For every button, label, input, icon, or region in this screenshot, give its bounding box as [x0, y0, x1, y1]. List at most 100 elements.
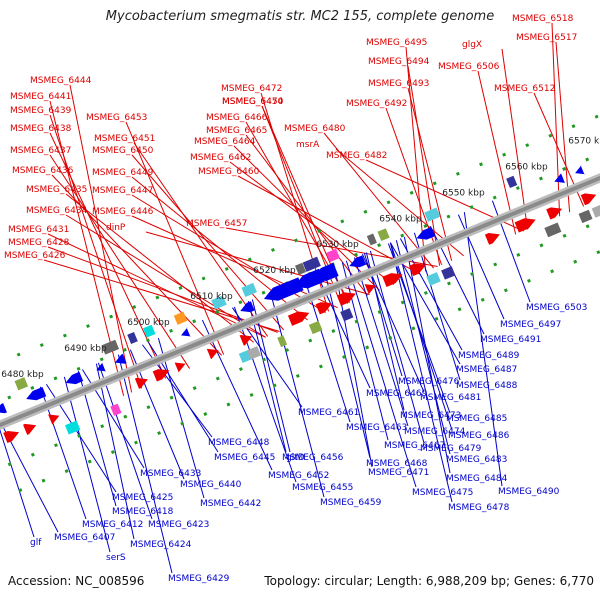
kbp-tick-label: 6500 kbp: [127, 318, 170, 328]
reverse-leader-line: [341, 262, 389, 441]
forward-gene-0: [3, 430, 20, 444]
forward-gene-label: MSMEG_6464: [194, 137, 256, 147]
forward-gene-label: MSMEG_6441: [10, 92, 71, 102]
reverse-leader-line: [201, 319, 273, 471]
reverse-gene-label: serS: [106, 553, 126, 563]
forward-gene-label: MSMEG_6444: [30, 76, 92, 86]
reverse-gene-9: [416, 226, 436, 240]
forward-leader-line: [131, 215, 338, 309]
kbp-tick-label: 6530 kbp: [316, 240, 359, 250]
reverse-gene-label: gltD: [286, 453, 305, 463]
forward-gene-2: [48, 414, 60, 425]
feature-block-15: [302, 256, 321, 272]
feature-block-3: [173, 311, 188, 325]
forward-leader-line: [49, 154, 191, 369]
reverse-gene-label: MSMEG_6481: [420, 393, 481, 403]
reverse-gene-10: [554, 173, 565, 183]
feature-block-20: [326, 248, 340, 263]
forward-gene-label: MSMEG_6450: [92, 146, 154, 156]
reverse-gene-label: MSMEG_6424: [130, 540, 192, 550]
kbp-tick-label: 6510 kbp: [190, 292, 233, 302]
reverse-gene-label: MSMEG_6412: [82, 520, 143, 530]
forward-leader-line: [125, 121, 225, 355]
genome-title: Mycobacterium smegmatis str. MC2 155, co…: [105, 9, 495, 24]
reverse-gene-label: MSMEG_6474: [404, 427, 466, 437]
forward-gene-label: MSMEG_6454: [222, 97, 284, 107]
feature-block-13: [211, 295, 227, 310]
reverse-gene-8: [349, 255, 367, 268]
forward-gene-label: MSMEG_6518: [512, 14, 574, 24]
forward-gene-3: [134, 377, 148, 389]
reverse-gene-label: MSMEG_6487: [456, 365, 517, 375]
reverse-gene-label: MSMEG_6468: [366, 459, 428, 469]
forward-leader-line: [407, 65, 441, 266]
reverse-leader-line: [247, 300, 287, 453]
forward-gene-label: MSMEG_6453: [86, 113, 147, 123]
forward-leader-line: [501, 48, 529, 230]
reverse-gene-label: MSMEG_6407: [54, 533, 115, 543]
reverse-gene-11: [575, 165, 586, 175]
feature-block-0: [424, 207, 441, 222]
forward-gene-16: [546, 207, 563, 220]
forward-leader-line: [245, 134, 369, 296]
reverse-leader-line: [413, 232, 461, 381]
reverse-gene-label: MSMEG_6445: [214, 453, 275, 463]
forward-gene-label: MSMEG_6437: [10, 146, 71, 156]
reverse-leader-line: [0, 428, 35, 538]
forward-gene-label: MSMEG_6494: [368, 57, 430, 67]
forward-gene-label: MSMEG_6460: [198, 167, 260, 177]
reverse-leader-line: [157, 338, 205, 499]
feature-block-2: [506, 175, 518, 189]
feature-block-25: [441, 266, 456, 280]
forward-leader-line: [323, 132, 435, 269]
kbp-tick-label: 6490 kbp: [64, 344, 107, 354]
forward-gene-label: MSMEG_6466: [206, 113, 268, 123]
reverse-leader-line: [63, 376, 111, 553]
forward-gene-label: glgX: [462, 40, 482, 50]
reverse-leader-line: [369, 250, 425, 444]
forward-gene-9: [315, 302, 333, 315]
reverse-gene-label: MSMEG_6476: [398, 377, 460, 387]
reverse-gene-label: MSMEG_6497: [500, 320, 561, 330]
forward-gene-7: [239, 335, 253, 346]
forward-gene-5: [174, 362, 186, 373]
forward-gene-label: MSMEG_6457: [186, 219, 247, 229]
feature-block-19: [101, 339, 120, 355]
feature-block-17: [377, 228, 390, 242]
reverse-gene-label: MSMEG_6486: [448, 431, 510, 441]
forward-leader-line: [49, 132, 167, 379]
reverse-leader-line: [97, 362, 153, 520]
forward-gene-label: MSMEG_6435: [26, 185, 87, 195]
reverse-leader-line: [269, 291, 325, 498]
forward-gene-label: MSMEG_6426: [4, 251, 66, 261]
feature-block-9: [591, 205, 600, 218]
forward-leader-line: [477, 70, 517, 235]
forward-leader-line: [335, 148, 464, 257]
reverse-gene-label: glf: [30, 538, 42, 548]
reverse-gene-label: MSMEG_6423: [148, 520, 209, 530]
forward-leader-line: [51, 174, 222, 356]
reverse-gene-5: [181, 327, 192, 337]
forward-gene-label: MSMEG_6446: [92, 207, 154, 217]
forward-gene-label: MSMEG_6517: [516, 33, 577, 43]
kbp-tick-label: 6540 kbp: [379, 214, 422, 224]
reverse-leader-line: [403, 236, 451, 474]
forward-leader-line: [385, 107, 443, 265]
reverse-leader-line: [365, 252, 405, 411]
reverse-gene-label: MSMEG_6467: [384, 441, 445, 451]
forward-leader-line: [49, 114, 143, 389]
reverse-leader-line: [389, 242, 453, 503]
forward-gene-label: msrA: [296, 140, 320, 150]
forward-gene-12: [382, 273, 403, 287]
forward-gene-15: [514, 218, 536, 233]
reverse-long-gene-2: [311, 262, 339, 281]
forward-leader-line: [131, 154, 284, 331]
backbone: [0, 173, 600, 430]
reverse-gene-label: MSMEG_6491: [480, 335, 541, 345]
feature-block-1: [366, 233, 377, 246]
kbp-tick-label: 6560 kbp: [505, 162, 548, 172]
forward-gene-13: [408, 263, 427, 277]
reverse-gene-6: [240, 301, 255, 313]
